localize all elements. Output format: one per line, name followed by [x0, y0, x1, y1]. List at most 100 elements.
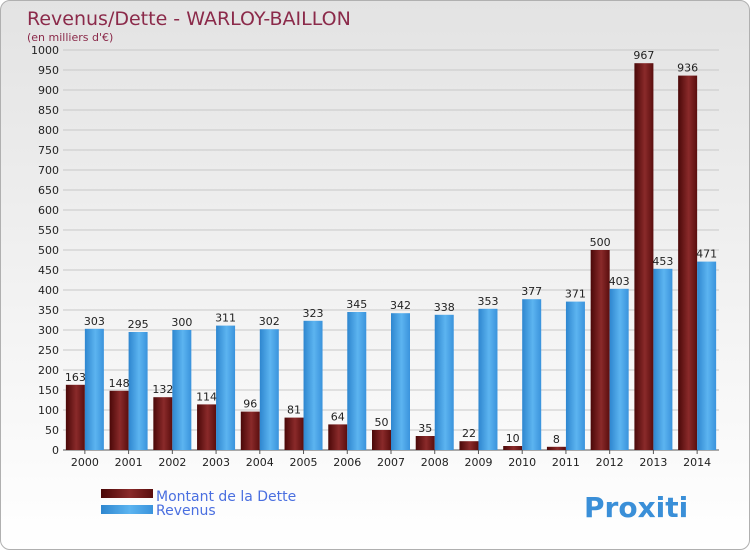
- data-label: 500: [590, 236, 611, 249]
- y-tick-label: 650: [38, 184, 59, 197]
- y-tick-label: 950: [38, 64, 59, 77]
- y-axis-ticks: 0 50 100 150 200 250 300 350 400 450 500 550 600 650 7…: [31, 44, 59, 457]
- y-tick-label: 550: [38, 224, 59, 237]
- revenus-bar: [391, 313, 410, 450]
- legend-swatch-debt: [101, 489, 153, 498]
- chart-subtitle: (en milliers d'€): [27, 31, 113, 44]
- data-label: 81: [287, 404, 301, 417]
- x-tick-label: 2012: [596, 456, 624, 469]
- y-tick-label: 150: [38, 384, 59, 397]
- data-label: 148: [109, 377, 130, 390]
- revenus-bar: [565, 301, 585, 450]
- revenus-bar: [697, 261, 717, 450]
- debt-bar: [109, 390, 129, 450]
- revenus-bar: [653, 268, 673, 450]
- data-label: 371: [565, 288, 586, 301]
- y-tick-label: 100: [38, 404, 59, 417]
- revenus-bar: [216, 325, 236, 450]
- revenus-bar: [609, 288, 629, 450]
- data-label: 967: [633, 49, 654, 62]
- data-labels: 163 303 148 295 132 300 114 311 96 302 81 323 64 345 5…: [65, 49, 717, 446]
- legend: Montant de la Dette Revenus: [101, 489, 296, 519]
- revenus-bar: [522, 299, 542, 450]
- x-tick-label: 2008: [421, 456, 449, 469]
- legend-label-revenus: Revenus: [156, 503, 216, 519]
- debt-bar: [634, 63, 654, 450]
- legend-swatch-revenus: [101, 505, 153, 514]
- data-label: 22: [462, 427, 476, 440]
- data-label: 353: [477, 295, 498, 308]
- data-label: 345: [346, 298, 367, 311]
- data-label: 64: [331, 410, 345, 423]
- y-tick-label: 1000: [31, 44, 59, 57]
- data-label: 132: [152, 383, 173, 396]
- data-label: 377: [521, 285, 542, 298]
- debt-bar: [459, 441, 479, 450]
- y-tick-label: 850: [38, 104, 59, 117]
- y-tick-label: 300: [38, 324, 59, 337]
- debt-bar: [590, 250, 610, 450]
- x-tick-label: 2007: [377, 456, 405, 469]
- data-label: 471: [696, 248, 717, 261]
- x-tick-label: 2013: [639, 456, 667, 469]
- debt-bar: [197, 404, 217, 450]
- data-label: 114: [196, 390, 217, 403]
- data-label: 936: [677, 62, 698, 75]
- revenus-bar: [347, 312, 367, 450]
- data-label: 163: [65, 371, 86, 384]
- debt-bar: [503, 446, 523, 450]
- data-label: 10: [506, 432, 520, 445]
- x-tick-label: 2010: [508, 456, 536, 469]
- x-tick-label: 2000: [71, 456, 99, 469]
- debt-bar: [372, 430, 391, 450]
- debt-bar: [546, 446, 566, 450]
- data-label: 35: [418, 422, 432, 435]
- chart-title: Revenus/Dette - WARLOY-BAILLON: [27, 8, 351, 30]
- y-tick-label: 900: [38, 84, 59, 97]
- data-label: 403: [609, 275, 630, 288]
- x-tick-label: 2014: [683, 456, 711, 469]
- debt-bar: [153, 397, 173, 450]
- x-tick-label: 2011: [552, 456, 580, 469]
- revenus-bar: [434, 314, 454, 450]
- x-axis-ticks: 2000 2001 2002 2003 2004 2005 2006 2007 2008 2009…: [71, 450, 711, 469]
- x-tick-label: 2006: [333, 456, 361, 469]
- data-label: 96: [243, 398, 257, 411]
- y-tick-label: 750: [38, 144, 59, 157]
- data-label: 342: [390, 299, 411, 312]
- y-tick-label: 700: [38, 164, 59, 177]
- bars: [65, 63, 717, 450]
- y-tick-label: 450: [38, 264, 59, 277]
- y-tick-label: 400: [38, 284, 59, 297]
- debt-bar: [415, 436, 435, 450]
- data-label: 453: [652, 255, 673, 268]
- x-tick-label: 2005: [290, 456, 318, 469]
- data-label: 302: [259, 315, 280, 328]
- x-tick-label: 2003: [202, 456, 230, 469]
- x-tick-label: 2001: [115, 456, 143, 469]
- legend-label-debt: Montant de la Dette: [156, 489, 296, 505]
- data-label: 311: [215, 312, 236, 325]
- revenus-bar: [128, 332, 148, 450]
- data-label: 50: [375, 416, 389, 429]
- proxiti-logo: Proxiti: [584, 491, 688, 524]
- debt-bar: [328, 424, 348, 450]
- revenus-bar: [478, 308, 498, 450]
- data-label: 300: [171, 316, 192, 329]
- y-tick-label: 500: [38, 244, 59, 257]
- x-tick-label: 2004: [246, 456, 274, 469]
- y-tick-label: 50: [45, 424, 59, 437]
- data-label: 323: [303, 307, 324, 320]
- data-label: 8: [553, 433, 560, 446]
- data-label: 338: [434, 301, 455, 314]
- x-tick-label: 2009: [464, 456, 492, 469]
- y-tick-label: 800: [38, 124, 59, 137]
- debt-bar: [678, 75, 698, 450]
- x-tick-label: 2002: [158, 456, 186, 469]
- revenus-bar: [84, 328, 104, 450]
- y-tick-label: 600: [38, 204, 59, 217]
- revenus-bar: [172, 330, 192, 450]
- y-tick-label: 0: [52, 444, 59, 457]
